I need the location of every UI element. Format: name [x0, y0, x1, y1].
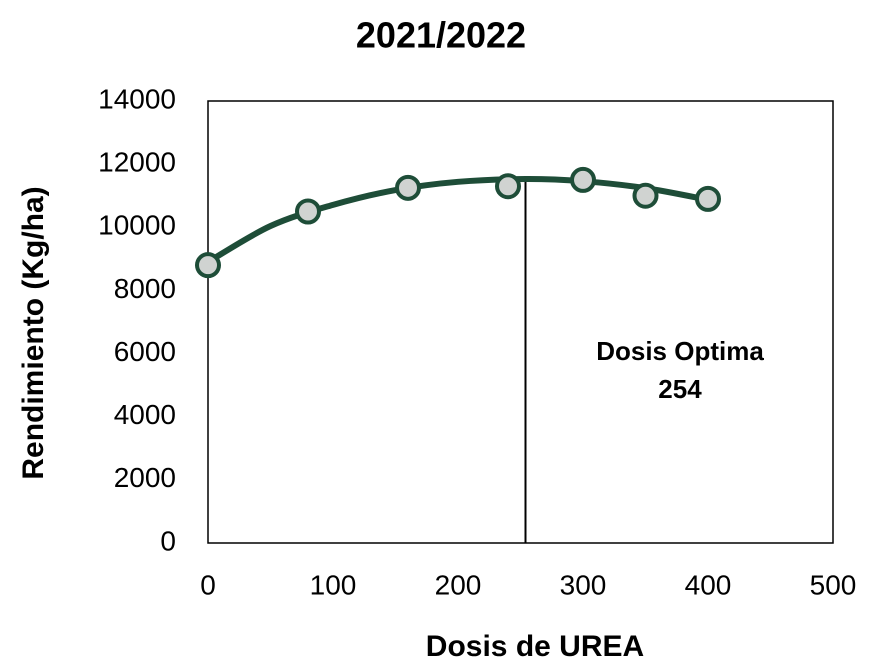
data-point: [495, 173, 521, 200]
plot-frame: [207, 100, 834, 544]
y-axis-label: Rendimiento (Kg/ha): [17, 186, 50, 479]
x-tick-label: 100: [310, 569, 357, 600]
y-tick-label: 0: [160, 525, 176, 556]
data-point: [195, 252, 221, 279]
annotation: Dosis Optima: [596, 336, 764, 366]
y-tick-label: 2000: [114, 462, 176, 493]
data-point: [295, 198, 321, 225]
y-tick-label: 6000: [114, 336, 176, 367]
x-tick-label: 400: [685, 569, 732, 600]
y-tick-label: 10000: [98, 210, 176, 241]
x-tick-label: 0: [200, 569, 216, 600]
x-tick-label: 200: [435, 569, 482, 600]
data-point: [395, 174, 421, 201]
y-tick-label: 14000: [98, 83, 176, 114]
x-tick-label: 300: [560, 569, 607, 600]
y-tick-label: 12000: [98, 147, 176, 178]
chart-title: 2021/2022: [356, 15, 526, 56]
x-tick-label: 500: [810, 569, 857, 600]
y-tick-label: 4000: [114, 399, 176, 430]
fit-curve: [205, 175, 711, 266]
data-point: [695, 185, 721, 212]
x-axis-label: Dosis de UREA: [426, 630, 644, 661]
annotation: 254: [658, 374, 702, 404]
data-point: [570, 166, 596, 193]
y-tick-label: 8000: [114, 273, 176, 304]
data-point: [632, 182, 659, 209]
